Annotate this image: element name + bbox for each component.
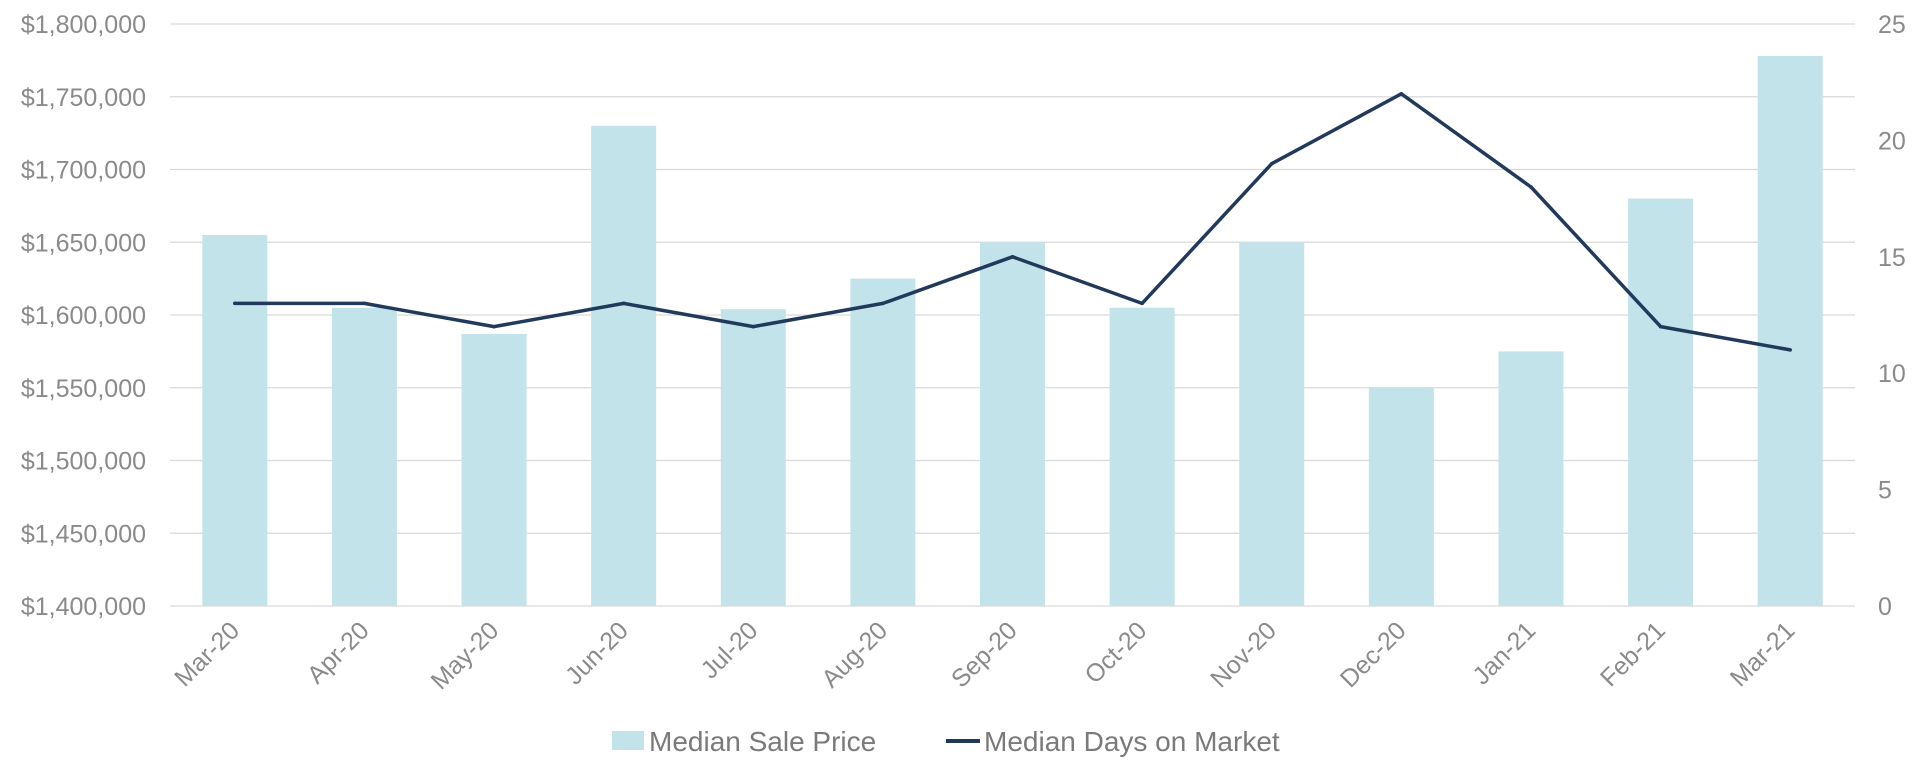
left-tick-label: $1,550,000 [21,375,146,403]
bar [1757,56,1823,606]
line-point [1529,185,1533,189]
bar [1368,387,1434,606]
left-tick-label: $1,750,000 [21,84,146,112]
x-tick-label: Apr-20 [302,616,375,689]
legend: Median Sale Price Median Days on Market [612,726,1280,757]
bar [980,242,1045,606]
line-point [1788,348,1792,352]
bars-median-sale-price [202,56,1823,606]
line-point [751,324,756,329]
right-tick-label: 15 [1878,244,1906,272]
x-tick-label: May-20 [426,616,505,695]
line-point [1269,161,1274,166]
right-tick-label: 25 [1878,11,1906,39]
x-tick-label: Oct-20 [1080,616,1153,689]
right-tick-label: 0 [1878,593,1892,621]
x-tick-label: Jun-20 [560,616,634,690]
left-tick-label: $1,500,000 [21,448,146,476]
bar [202,234,268,606]
line-point [233,301,237,306]
left-tick-label: $1,450,000 [21,520,146,548]
left-tick-label: $1,400,000 [21,593,146,621]
legend-swatch-median-sale-price [612,731,644,750]
line-point [881,301,885,306]
bar [591,125,657,606]
x-tick-label: Nov-20 [1205,616,1282,693]
line-point [362,301,367,306]
bar [1109,307,1175,606]
x-axis: Mar-20 Apr-20 May-20 Jun-20 Jul-20 Aug-20 Sep-… [169,616,1800,695]
x-tick-label: Mar-20 [169,616,245,692]
x-tick-label: Sep-20 [946,616,1023,693]
line-point [1140,301,1144,306]
right-tick-label: 5 [1878,477,1892,505]
bar [1498,351,1564,606]
bar [461,333,527,606]
left-tick-label: $1,600,000 [21,302,146,330]
bar [1239,242,1305,606]
legend-label-median-days-on-market: Median Days on Market [984,726,1280,757]
x-tick-label: Dec-20 [1335,616,1412,693]
line-point [1010,254,1015,259]
left-tick-label: $1,800,000 [21,11,146,39]
x-tick-label: Aug-20 [816,616,893,693]
bar [1628,198,1694,606]
x-tick-label: Jul-20 [696,616,764,684]
right-tick-label: 10 [1878,360,1906,388]
x-tick-label: Feb-21 [1595,616,1671,692]
line-point [1399,92,1404,96]
left-tick-label: $1,700,000 [21,157,146,185]
right-tick-label: 20 [1878,127,1906,155]
line-point [1658,324,1663,329]
legend-label-median-sale-price: Median Sale Price [649,726,876,757]
line-point [492,324,496,329]
bar [720,309,786,606]
bar [331,307,397,606]
bar [850,278,916,606]
line-point [621,301,626,306]
x-tick-label: Mar-21 [1725,616,1801,692]
left-tick-label: $1,650,000 [21,229,146,257]
x-tick-label: Jan-21 [1467,616,1541,690]
line-median-days-on-market [233,92,1792,352]
left-axis: $1,400,000 $1,450,000 $1,500,000 $1,550,000… [21,11,146,621]
right-axis: 0 5 10 15 20 25 [1878,11,1906,621]
